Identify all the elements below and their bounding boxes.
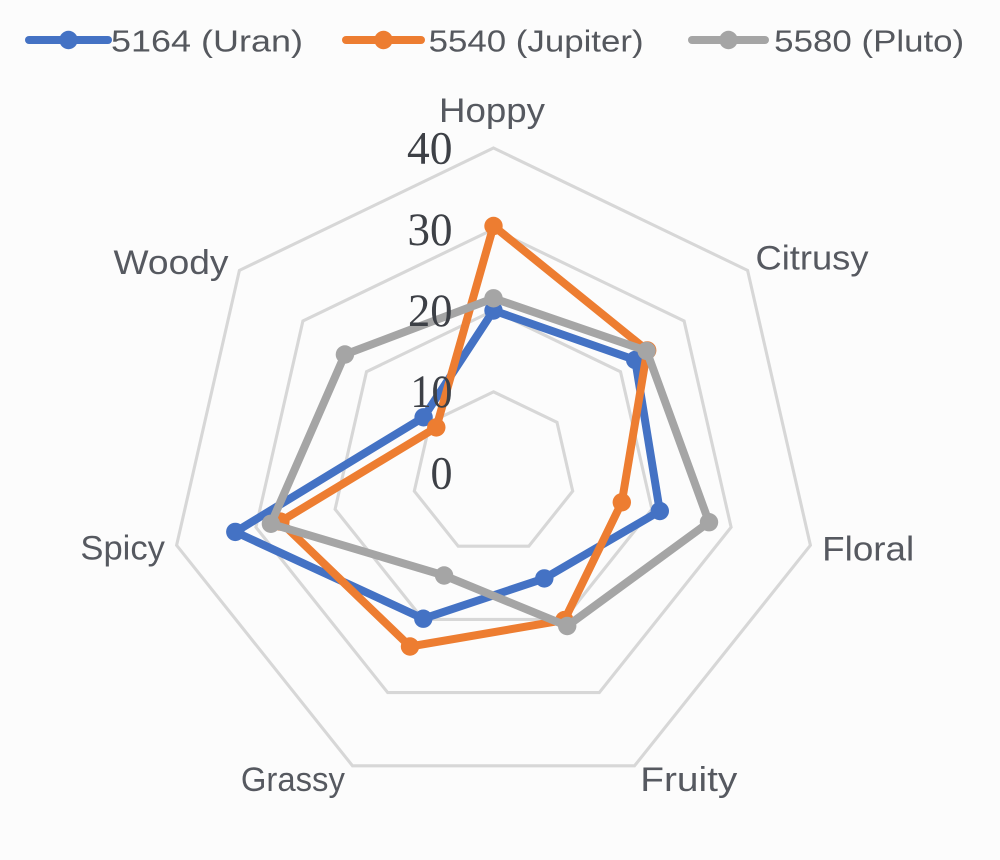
svg-text:0: 0 [431, 448, 453, 500]
svg-text:30: 30 [408, 204, 453, 256]
svg-text:5540 (Jupiter): 5540 (Jupiter) [429, 24, 644, 59]
svg-text:Woody: Woody [114, 244, 229, 282]
svg-text:20: 20 [408, 285, 453, 337]
svg-text:Floral: Floral [822, 531, 914, 569]
svg-text:Hoppy: Hoppy [439, 92, 545, 130]
svg-text:5164 (Uran): 5164 (Uran) [111, 24, 303, 59]
svg-text:Fruity: Fruity [640, 761, 737, 799]
svg-text:5580 (Pluto): 5580 (Pluto) [774, 24, 964, 59]
svg-text:40: 40 [407, 123, 453, 175]
svg-text:Spicy: Spicy [80, 530, 165, 568]
svg-text:10: 10 [411, 366, 453, 418]
svg-text:Grassy: Grassy [241, 761, 345, 799]
svg-text:Citrusy: Citrusy [756, 240, 869, 278]
